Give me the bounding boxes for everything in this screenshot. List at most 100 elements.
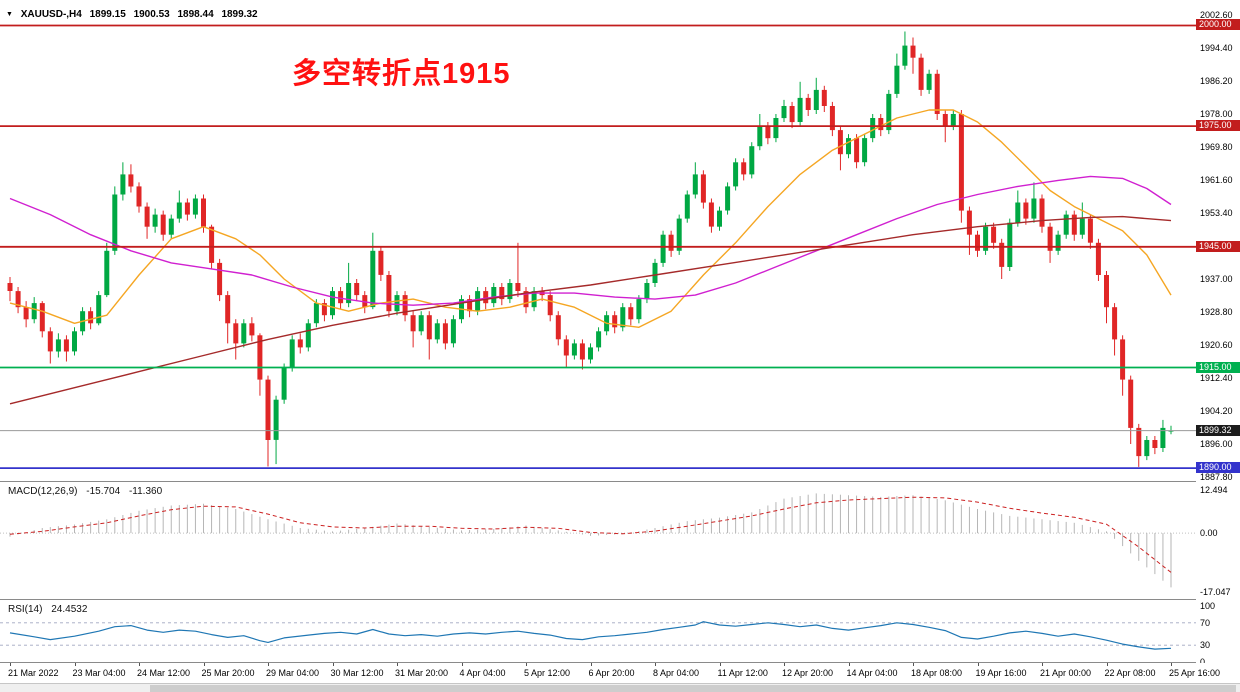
- time-tick: [10, 663, 11, 666]
- candle-body: [39, 303, 45, 332]
- candle-body: [144, 206, 150, 227]
- time-tick: [590, 663, 592, 666]
- candle-body: [620, 307, 626, 328]
- time-axis-label: 18 Apr 08:00: [911, 668, 963, 678]
- scrollbar-thumb[interactable]: [150, 685, 1236, 692]
- candle-body: [757, 126, 763, 147]
- candle-body: [571, 343, 577, 356]
- candle-body: [555, 315, 561, 340]
- candle-body: [1144, 440, 1150, 457]
- ma-mid-line: [9, 175, 1172, 306]
- candle-body: [1152, 440, 1158, 448]
- time-tick: [139, 663, 140, 666]
- main-price-chart[interactable]: [0, 0, 1196, 481]
- macd-axis-label: -17.047: [1200, 587, 1231, 597]
- candle-body: [128, 174, 134, 187]
- time-axis-label: 19 Apr 16:00: [975, 668, 1027, 678]
- candle-body: [612, 315, 618, 328]
- candle-body: [378, 250, 384, 275]
- candle-body: [1023, 202, 1029, 219]
- horizontal-level-lines[interactable]: [0, 24, 1196, 470]
- candle-body: [942, 114, 948, 127]
- rsi-axis-label: 100: [1200, 601, 1216, 611]
- candle-body: [467, 299, 473, 312]
- candle-body: [321, 303, 327, 316]
- candle-body: [394, 295, 400, 312]
- time-tick: [461, 663, 463, 666]
- time-tick: [74, 663, 76, 666]
- macd-axis-label: 0.00: [1200, 528, 1218, 539]
- price-tag-2000.00: 2000.00: [1196, 19, 1240, 31]
- time-tick: [784, 663, 785, 666]
- candle-body: [1128, 379, 1134, 428]
- chart-dropdown-icon[interactable]: ▼: [6, 11, 13, 18]
- candle-body: [821, 89, 827, 106]
- candle-body: [434, 323, 440, 340]
- moving-averages: [9, 109, 1172, 405]
- candle-body: [700, 174, 706, 203]
- candle-body: [281, 367, 287, 400]
- candle-body: [644, 283, 650, 300]
- macd-histogram: [9, 493, 1172, 588]
- candle-body: [773, 118, 779, 139]
- candle-body: [596, 331, 602, 348]
- candle-body: [579, 343, 585, 360]
- candle-body: [910, 45, 916, 58]
- rsi-axis-label: 0: [1200, 657, 1206, 667]
- candle-body: [112, 194, 118, 251]
- candle-body: [370, 250, 376, 308]
- time-tick: [913, 663, 914, 666]
- candle-body: [209, 226, 215, 263]
- candle-body: [31, 303, 37, 320]
- candle-body: [1055, 234, 1061, 251]
- price-axis-label: 1994.40: [1200, 43, 1233, 53]
- time-axis-label: 31 Mar 20:00: [395, 668, 449, 678]
- price-axis[interactable]: 2002.60 1994.40 1986.20 1978.00 1969.80 1961.…: [1196, 0, 1240, 682]
- candle-body: [249, 323, 255, 336]
- time-axis-label: 8 Apr 04:00: [653, 668, 700, 678]
- candle-body: [926, 73, 932, 90]
- candle-body: [491, 287, 497, 304]
- time-axis-label: 14 Apr 04:00: [846, 668, 898, 678]
- time-axis-separator: [0, 662, 1240, 663]
- candle-body: [1160, 427, 1166, 448]
- time-axis-label: 21 Mar 2022: [8, 668, 59, 678]
- candle-body: [741, 162, 747, 175]
- candle-body: [660, 234, 666, 263]
- candle-body: [241, 323, 247, 344]
- candle-body: [1120, 339, 1126, 380]
- candle-body: [63, 339, 69, 352]
- time-axis-label: 6 Apr 20:00: [588, 668, 635, 678]
- candle-body: [330, 291, 335, 316]
- candle-body: [676, 218, 682, 251]
- annotation-text[interactable]: 多空转折点1915: [292, 58, 511, 90]
- price-tag-1890.00: 1890.00: [1196, 462, 1240, 474]
- candle-body: [152, 214, 158, 227]
- panel-separator-rsi[interactable]: [0, 599, 1240, 600]
- ma-slow-line: [9, 215, 1172, 405]
- panel-separator-macd[interactable]: [0, 481, 1240, 482]
- candle-body: [789, 106, 795, 123]
- candle-body: [1071, 214, 1077, 235]
- candle-body: [233, 323, 239, 344]
- time-axis-label: 25 Apr 16:00: [1169, 668, 1221, 678]
- candle-body: [15, 291, 21, 308]
- candle-body: [813, 89, 819, 110]
- macd-signal-line: [9, 496, 1172, 573]
- candle-body: [217, 262, 223, 296]
- candle-body: [515, 283, 521, 291]
- candle-body: [523, 291, 529, 308]
- candle-body: [442, 323, 448, 344]
- price-axis-label: 1961.60: [1200, 175, 1233, 185]
- candle-body: [136, 186, 142, 207]
- horizontal-scrollbar[interactable]: [0, 683, 1240, 692]
- candle-body: [96, 295, 102, 324]
- candle-body: [160, 214, 166, 235]
- candle-body: [23, 307, 29, 320]
- macd-indicator-panel[interactable]: [0, 482, 1196, 599]
- candle-body: [950, 114, 956, 127]
- rsi-indicator-panel[interactable]: [0, 600, 1196, 662]
- candle-body: [862, 138, 868, 163]
- time-axis[interactable]: 21 Mar 2022 23 Mar 04:00 24 Mar 12:00 25 Ma…: [0, 663, 1240, 683]
- candle-body: [386, 275, 392, 312]
